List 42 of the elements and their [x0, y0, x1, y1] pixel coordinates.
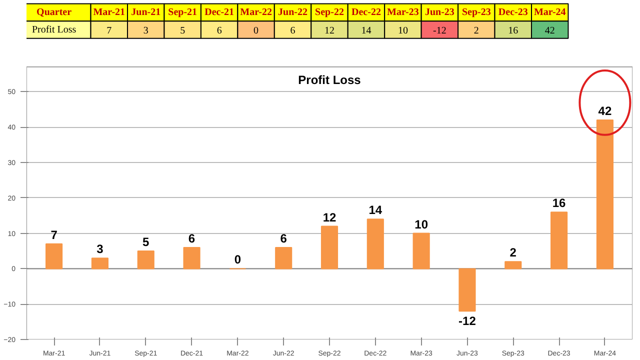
text: 6: [290, 25, 296, 36]
text: Quarter: [36, 6, 72, 18]
text: 3: [143, 25, 148, 36]
category-label: Dec-23: [498, 6, 528, 18]
text: Profit Loss: [32, 24, 76, 36]
text: 0: [254, 25, 259, 36]
data-label: 6: [280, 232, 288, 246]
chart-title: Profit Loss: [298, 72, 362, 87]
data-label: 6: [188, 232, 196, 246]
data-label: 3: [96, 242, 104, 256]
category-label: Dec-21: [204, 6, 234, 18]
text: -12: [433, 25, 446, 36]
category-label: Jun-21: [131, 6, 161, 18]
category-label: Mar-22: [240, 6, 272, 18]
text: 12: [324, 25, 334, 36]
category-label: Sep-22: [315, 6, 344, 18]
data-label: 12: [322, 210, 336, 224]
category-label: Mar-23: [387, 6, 419, 18]
category-label: Sep-21: [168, 6, 198, 18]
data-label: 14: [368, 203, 382, 218]
data-label: 16: [552, 196, 566, 210]
data-label: 42: [598, 104, 612, 118]
text: 16: [508, 25, 518, 36]
category-label: Jun-23: [424, 6, 454, 18]
data-label: 2: [510, 246, 517, 260]
text: 2: [474, 25, 479, 36]
category-label: Mar-24: [534, 6, 566, 18]
text: 5: [180, 25, 186, 36]
text: 6: [216, 25, 222, 36]
category-label: Dec-22: [352, 6, 381, 18]
text: 42: [544, 25, 555, 36]
text: 7: [106, 25, 112, 36]
data-label: 10: [414, 217, 428, 232]
category-label: Mar-21: [93, 6, 126, 18]
data-label: 0: [234, 252, 242, 267]
text: 14: [361, 25, 372, 36]
data-label: -12: [458, 314, 476, 328]
category-label: Sep-23: [462, 6, 491, 18]
data-label: 7: [50, 228, 58, 242]
data-label: 5: [142, 235, 150, 250]
category-label: Jun-22: [278, 6, 308, 18]
text: 10: [398, 25, 408, 36]
